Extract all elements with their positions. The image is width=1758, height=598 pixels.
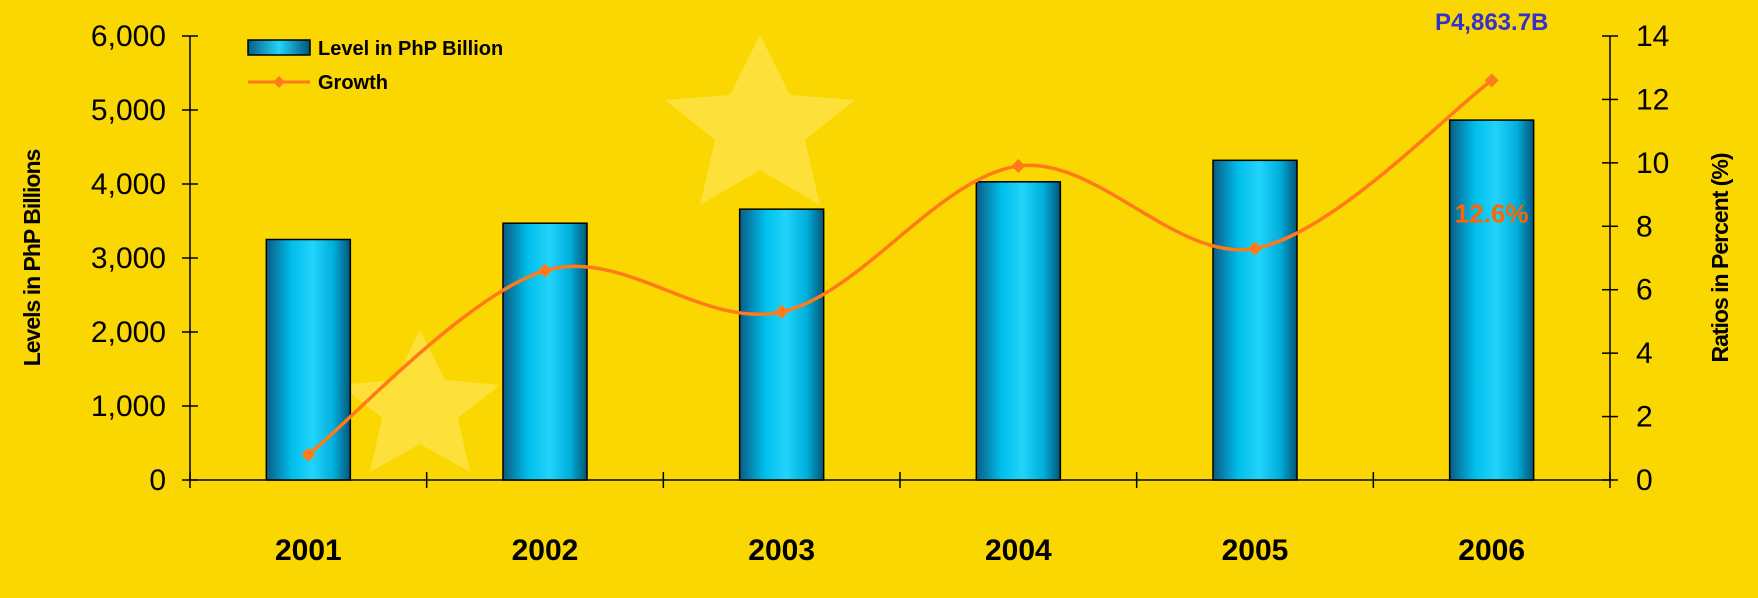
growth-line-series <box>301 73 1499 462</box>
chart-axes: 0 1,000 2,000 3,000 4,000 5,000 6,000 0 2 4 6 8 10 12… <box>19 20 1733 567</box>
bar-2004 <box>975 181 1062 481</box>
left-y-tick-label: 5,000 <box>91 94 166 127</box>
bar-2002 <box>502 222 588 481</box>
right-y-axis-title: Ratios in Percent (%) <box>1707 153 1733 362</box>
growth-line-path <box>307 78 1493 457</box>
legend-bar-label: Level in PhP Billion <box>318 38 503 60</box>
growth-point-2005 <box>1248 241 1262 256</box>
growth-point-2003 <box>774 304 789 319</box>
bar-2006 <box>1448 119 1535 481</box>
legend-bar-swatch <box>247 39 311 56</box>
chart-labels: P4,863.7B 12.6% <box>1435 9 1548 228</box>
left-y-tick-label: 4,000 <box>91 168 166 201</box>
right-y-tick-label: 12 <box>1636 83 1669 116</box>
right-y-tick-label: 10 <box>1636 147 1669 180</box>
growth-value-label-2006: 12.6% <box>1455 198 1529 228</box>
star-decoration <box>665 35 855 205</box>
x-category-label: 2003 <box>748 534 815 567</box>
legend-line-label: Growth <box>318 72 388 94</box>
bar-2001 <box>265 238 352 481</box>
growth-point-2006 <box>1484 73 1499 88</box>
star-decoration <box>340 330 500 472</box>
left-y-tick-label: 6,000 <box>91 20 166 53</box>
x-category-label: 2005 <box>1222 534 1289 567</box>
growth-point-2001 <box>301 447 316 462</box>
right-y-tick-label: 0 <box>1636 464 1653 497</box>
right-y-tick-label: 8 <box>1636 210 1653 243</box>
bar-2005 <box>1212 159 1298 481</box>
left-y-tick-label: 1,000 <box>91 390 166 423</box>
x-category-label: 2006 <box>1458 534 1525 567</box>
left-y-tick-label: 3,000 <box>91 242 166 275</box>
bar-2003 <box>738 208 825 481</box>
left-y-tick-label: 2,000 <box>91 316 166 349</box>
left-y-tick-label: 0 <box>149 464 166 497</box>
right-y-tick-label: 2 <box>1636 401 1653 434</box>
x-category-label: 2002 <box>512 534 579 567</box>
growth-point-2002 <box>538 263 552 278</box>
x-category-label: 2004 <box>985 534 1052 567</box>
background-stars <box>340 35 855 472</box>
x-category-label: 2001 <box>275 534 342 567</box>
bar-value-label-2006: P4,863.7B <box>1435 9 1548 36</box>
right-y-tick-label: 6 <box>1636 274 1653 307</box>
left-y-axis-title: Levels in PhP Billions <box>19 149 45 366</box>
legend-line-marker <box>273 76 285 88</box>
growth-point-2004 <box>1011 159 1026 174</box>
legend: Level in PhP Billion Growth <box>247 38 503 94</box>
right-y-tick-label: 4 <box>1636 337 1653 370</box>
right-y-tick-label: 14 <box>1636 20 1669 53</box>
